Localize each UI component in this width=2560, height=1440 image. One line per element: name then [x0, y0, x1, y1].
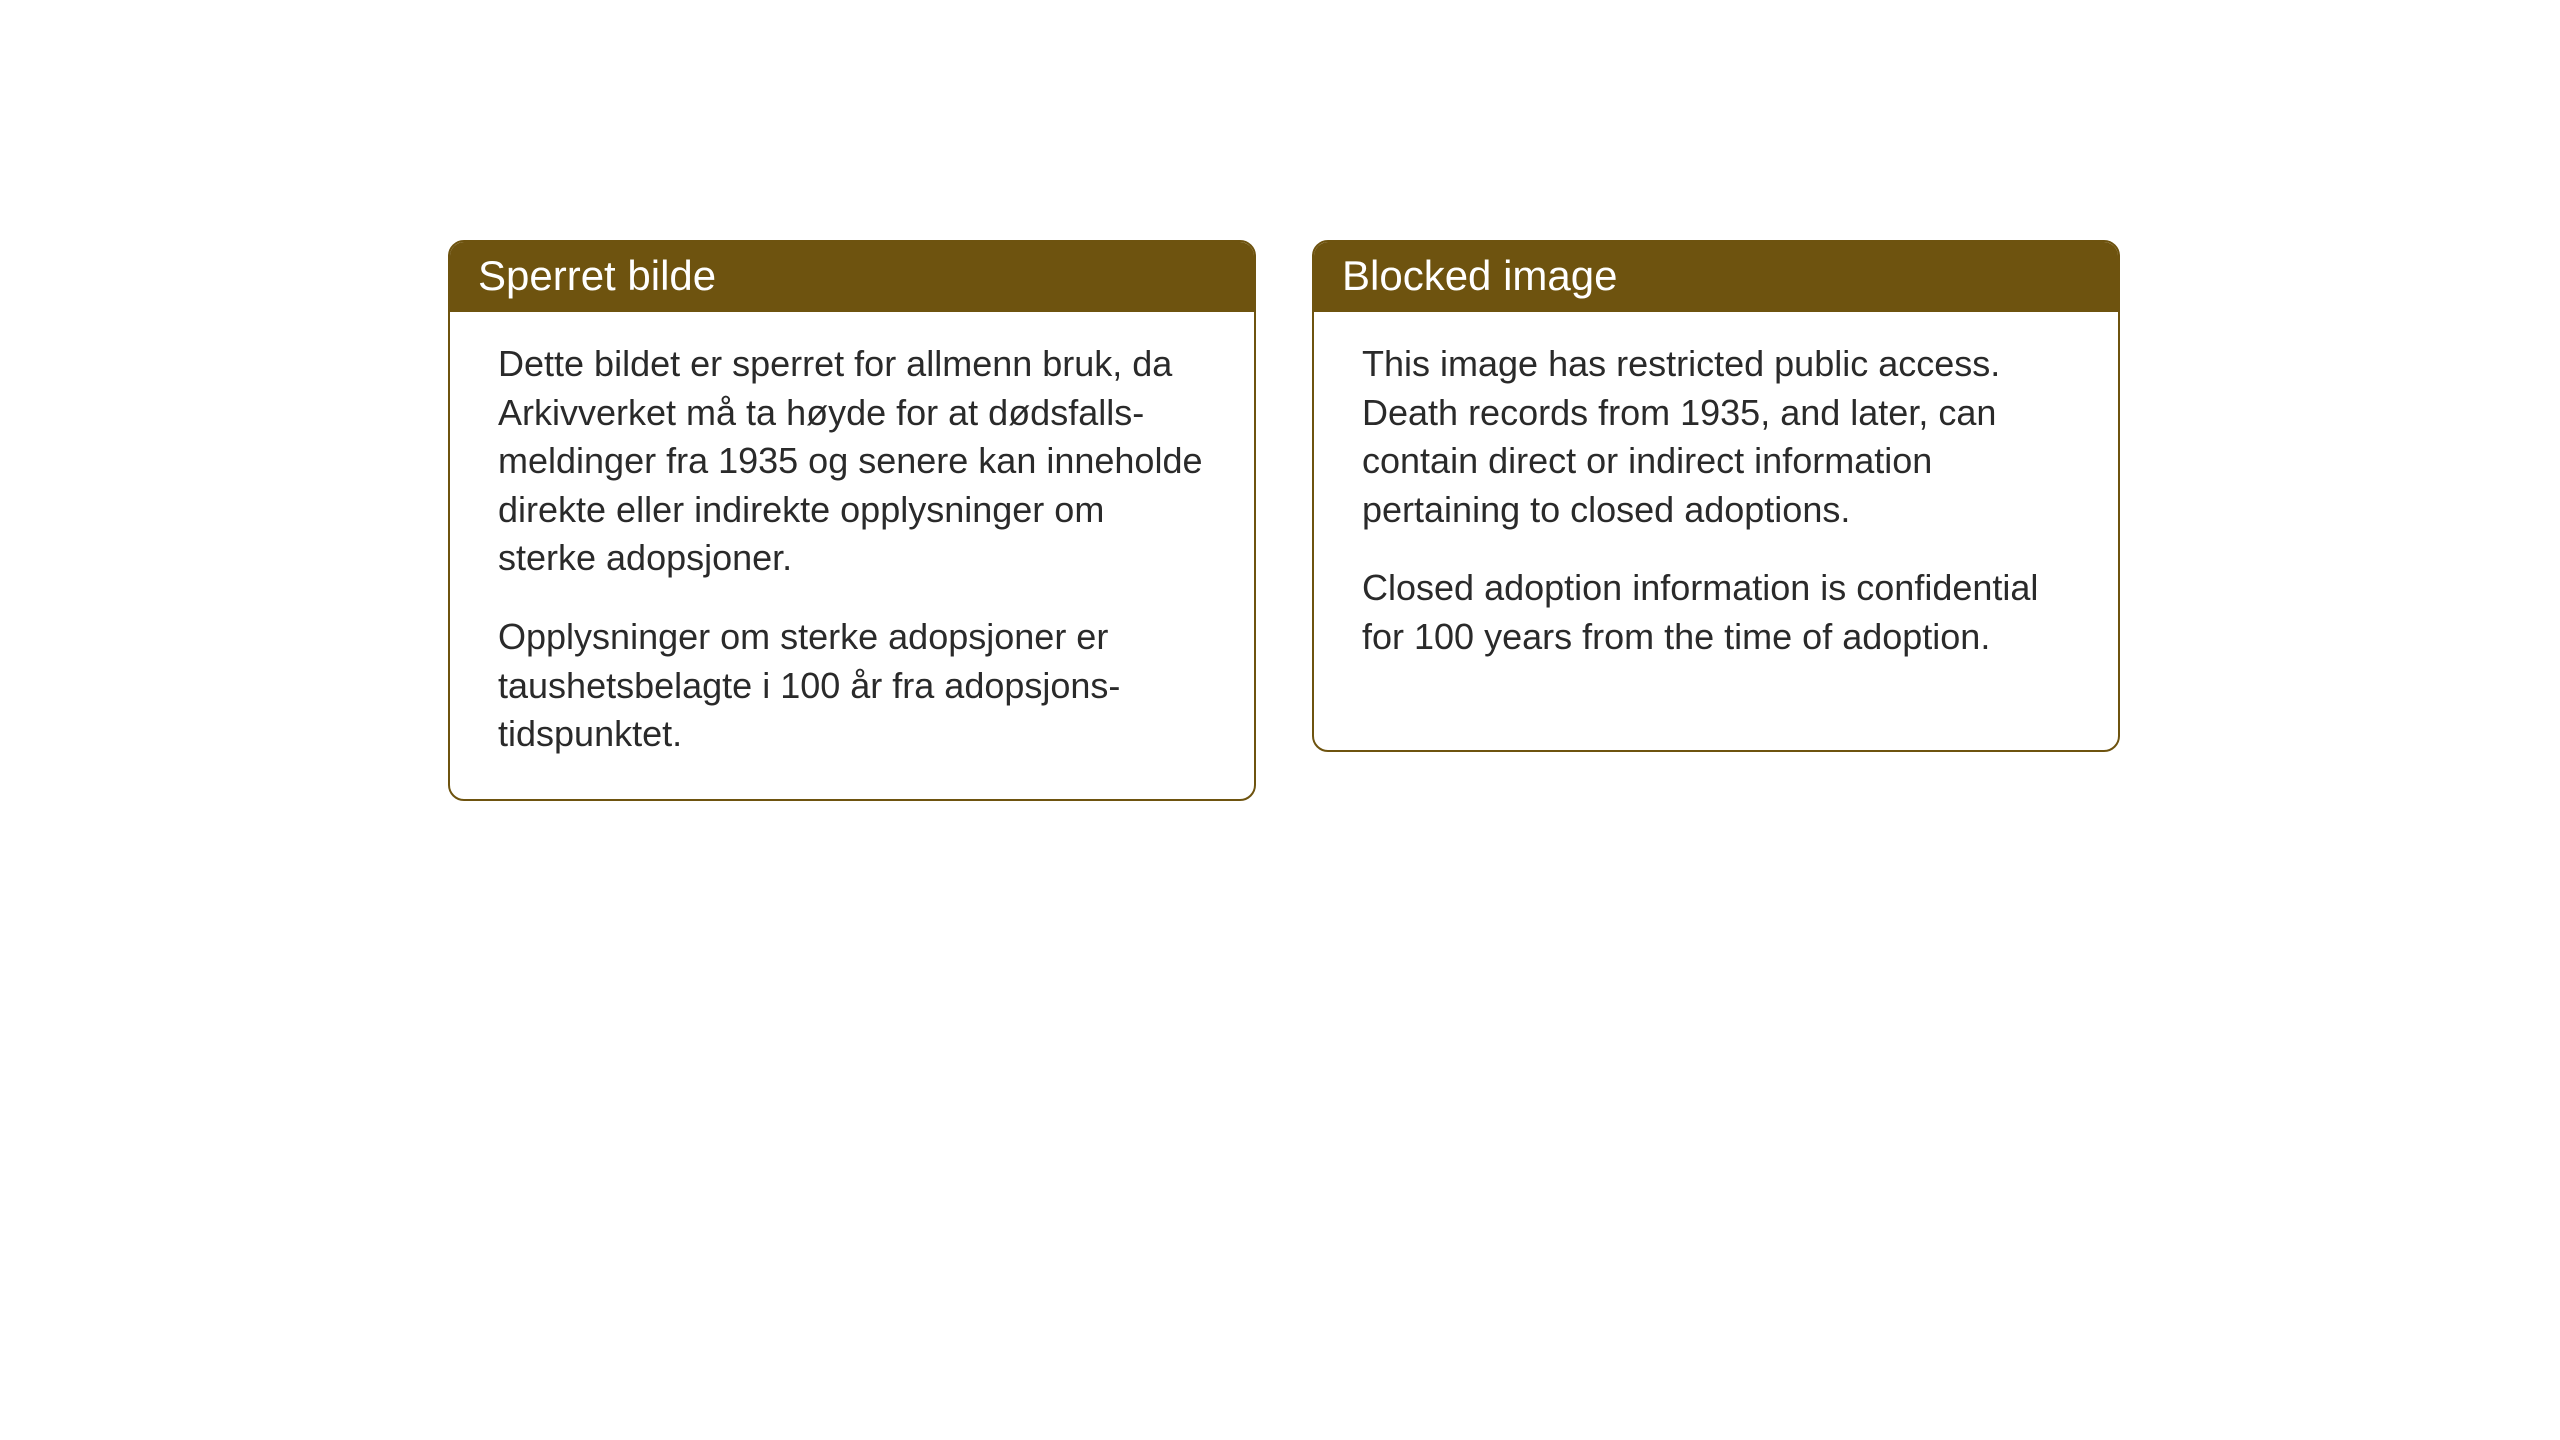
cards-container: Sperret bilde Dette bildet er sperret fo… — [448, 240, 2120, 801]
card-paragraph-2-english: Closed adoption information is confident… — [1362, 564, 2070, 661]
card-title-norwegian: Sperret bilde — [478, 252, 716, 299]
card-paragraph-1-english: This image has restricted public access.… — [1362, 340, 2070, 534]
card-english: Blocked image This image has restricted … — [1312, 240, 2120, 752]
card-header-norwegian: Sperret bilde — [450, 242, 1254, 312]
card-body-norwegian: Dette bildet er sperret for allmenn bruk… — [450, 312, 1254, 799]
card-header-english: Blocked image — [1314, 242, 2118, 312]
card-paragraph-1-norwegian: Dette bildet er sperret for allmenn bruk… — [498, 340, 1206, 583]
card-paragraph-2-norwegian: Opplysninger om sterke adopsjoner er tau… — [498, 613, 1206, 759]
card-norwegian: Sperret bilde Dette bildet er sperret fo… — [448, 240, 1256, 801]
card-title-english: Blocked image — [1342, 252, 1617, 299]
card-body-english: This image has restricted public access.… — [1314, 312, 2118, 702]
